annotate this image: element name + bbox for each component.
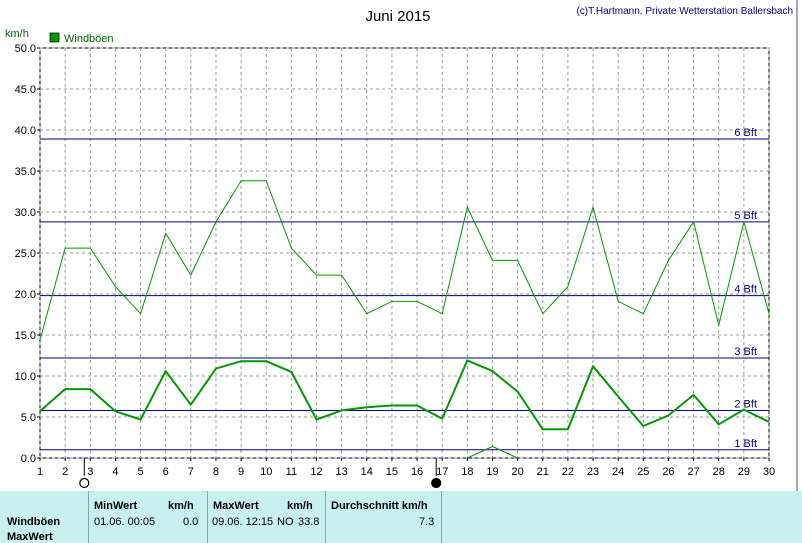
x-tick-label: 5 <box>137 466 143 478</box>
row-label-windboeen: Windböen <box>7 516 61 528</box>
y-tick-labels: 0.0 5.0 10.0 15.0 20.0 25.0 30.0 35.0 40.0 45.0 50… <box>15 43 40 465</box>
y-tick-label: 45.0 <box>15 84 36 96</box>
y-tick-label: 40.0 <box>15 125 36 137</box>
beaufort-label: 1 Bft <box>734 438 757 450</box>
moon-phase-markers <box>79 458 442 489</box>
beaufort-label: 3 Bft <box>734 346 757 358</box>
beaufort-lines: 1 Bft 2 Bft 3 Bft 4 Bft 5 Bft 6 Bft <box>40 127 769 451</box>
max-datetime: 09.06. 12:15 <box>212 516 274 528</box>
x-tick-label: 6 <box>163 466 169 478</box>
x-tick-label: 26 <box>662 466 674 478</box>
beaufort-label: 4 Bft <box>734 284 757 296</box>
y-tick-label: 0.0 <box>21 453 36 465</box>
x-tick-label: 3 <box>87 466 93 478</box>
max-unit: km/h <box>287 500 313 512</box>
x-tick-label: 13 <box>336 466 348 478</box>
beaufort-label: 2 Bft <box>734 398 757 410</box>
new-moon-icon <box>431 477 442 489</box>
beaufort-label: 5 Bft <box>734 210 757 222</box>
max-value: 33.8 <box>298 516 320 528</box>
chart-title: Juni 2015 <box>365 8 430 25</box>
summary-panel: Windböen MaxWert MinWert km/h 01.06. 00:… <box>0 491 802 543</box>
x-tick-label: 15 <box>386 466 398 478</box>
summary-separator <box>325 491 326 543</box>
row-label-maxwert: MaxWert <box>7 531 53 543</box>
avg-value: 7.3 <box>419 516 435 528</box>
x-tick-label: 28 <box>713 466 725 478</box>
x-tick-label: 10 <box>260 466 272 478</box>
y-tick-label: 50.0 <box>15 43 36 55</box>
legend-label: Windböen <box>64 33 114 45</box>
full-moon-icon <box>79 477 90 489</box>
x-tick-label: 16 <box>411 466 423 478</box>
legend-swatch <box>49 32 60 43</box>
x-tick-label: 24 <box>612 466 624 478</box>
y-tick-label: 15.0 <box>15 330 36 342</box>
grid-lines <box>39 47 770 459</box>
x-tick-label: 19 <box>486 466 498 478</box>
summary-separator <box>207 491 208 543</box>
x-tick-label: 20 <box>511 466 523 478</box>
min-value: 0.0 <box>183 516 199 528</box>
series-line-min <box>467 446 518 459</box>
min-header: MinWert <box>94 500 138 512</box>
x-tick-label: 12 <box>310 466 322 478</box>
y-tick-label: 5.0 <box>21 412 36 424</box>
x-tick-label: 23 <box>587 466 599 478</box>
x-tick-label: 18 <box>461 466 473 478</box>
series-line-avg <box>39 359 770 431</box>
summary-separator <box>441 491 442 543</box>
series-lines <box>39 180 770 459</box>
chart-credit: (c)T.Hartmann, Private Wetterstation Bal… <box>576 6 793 17</box>
max-direction: NO <box>277 516 294 528</box>
x-tick-label: 17 <box>436 466 448 478</box>
x-tick-label: 1 <box>37 466 43 478</box>
summary-separator <box>88 491 89 543</box>
beaufort-label: 6 Bft <box>734 127 757 139</box>
x-tick-label: 22 <box>562 466 574 478</box>
x-tick-label: 27 <box>687 466 699 478</box>
x-tick-labels: 1 2 3 4 5 6 7 8 9 10 11 12 13 14 15 16 17 18 19 20 21 22 23 24 2… <box>37 458 775 478</box>
avg-header: Durchschnitt km/h <box>331 500 428 512</box>
x-tick-label: 30 <box>763 466 775 478</box>
y-tick-label: 30.0 <box>15 207 36 219</box>
y-tick-label: 20.0 <box>15 289 36 301</box>
x-tick-label: 11 <box>286 466 297 478</box>
x-tick-label: 29 <box>738 466 750 478</box>
x-tick-label: 8 <box>213 466 219 478</box>
max-header: MaxWert <box>213 500 259 512</box>
x-tick-label: 9 <box>238 466 244 478</box>
min-datetime: 01.06. 00:05 <box>94 516 156 528</box>
x-tick-label: 25 <box>637 466 649 478</box>
x-tick-label: 2 <box>62 466 68 478</box>
x-tick-label: 4 <box>112 466 118 478</box>
x-tick-label: 7 <box>188 466 194 478</box>
y-tick-label: 10.0 <box>15 371 36 383</box>
x-tick-label: 14 <box>361 466 373 478</box>
y-axis-label: km/h <box>5 28 29 40</box>
min-unit: km/h <box>168 500 194 512</box>
series-line-max <box>39 180 770 341</box>
y-tick-label: 25.0 <box>15 248 36 260</box>
x-tick-label: 21 <box>537 466 549 478</box>
y-tick-label: 35.0 <box>15 166 36 178</box>
wind-gust-chart: Juni 2015 (c)T.Hartmann, Private Wetters… <box>5 0 798 491</box>
